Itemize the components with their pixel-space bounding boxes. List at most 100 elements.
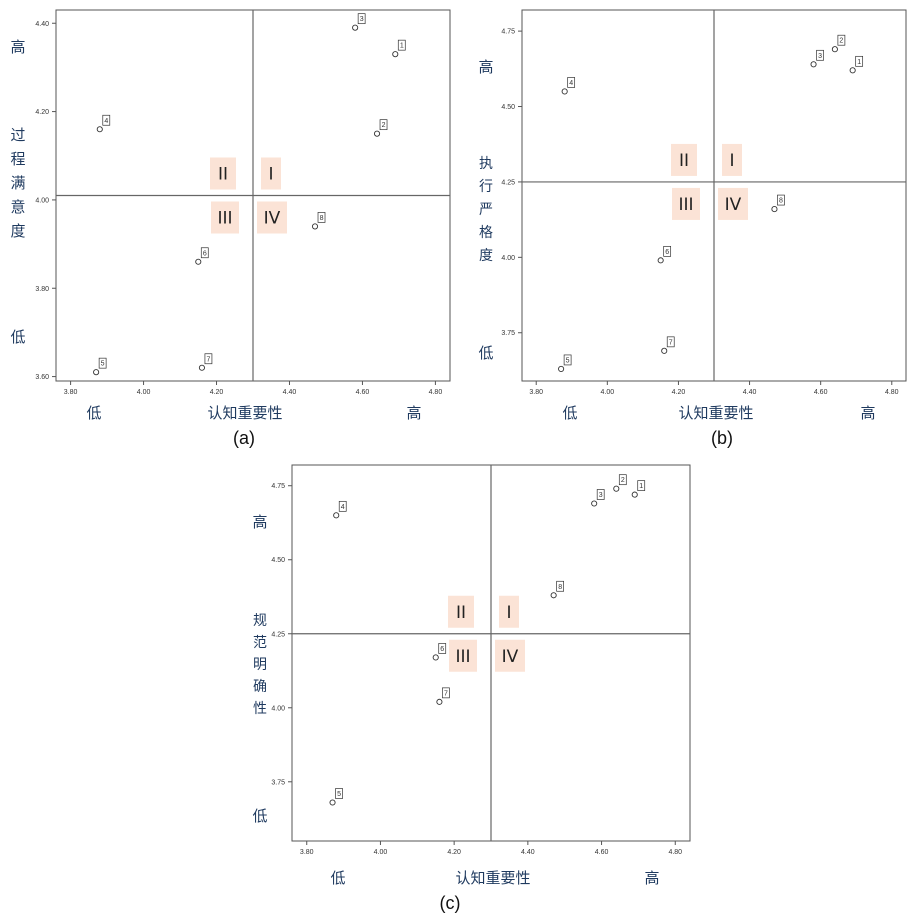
quadrant-4-box bbox=[495, 639, 525, 672]
y-axis-label-char: 规 bbox=[253, 613, 267, 629]
y-axis-label-char: 度 bbox=[479, 248, 493, 264]
quadrant-2-box bbox=[671, 143, 697, 176]
data-point-7 bbox=[661, 347, 668, 354]
point-label-box bbox=[357, 13, 366, 25]
x-tick-label: 4.00 bbox=[601, 389, 615, 396]
point-label-box bbox=[200, 247, 209, 259]
y-axis-label-char: 度 bbox=[10, 222, 25, 240]
x-tick-label: 3.80 bbox=[529, 389, 543, 396]
point-label: 1 bbox=[400, 43, 404, 50]
y-axis-label-char: 范 bbox=[253, 634, 267, 651]
x-axis-label: 认知重要性 bbox=[678, 404, 753, 422]
y-axis-label-char: 满 bbox=[10, 174, 25, 192]
point-label-box bbox=[442, 687, 450, 699]
data-point-7 bbox=[198, 364, 205, 371]
x-tick-label: 4.80 bbox=[885, 389, 899, 396]
quadrant-4-label: IV bbox=[502, 647, 519, 667]
point-label: 3 bbox=[599, 492, 603, 499]
y-tick-label: 4.75 bbox=[501, 29, 515, 36]
point-label: 1 bbox=[639, 483, 643, 490]
point-label-box bbox=[855, 55, 864, 67]
point-label: 4 bbox=[104, 118, 108, 125]
x-high-label: 高 bbox=[644, 869, 659, 887]
point-label: 8 bbox=[320, 215, 324, 222]
point-label-box bbox=[663, 245, 672, 257]
y-tick-label: 3.80 bbox=[35, 286, 49, 293]
y-axis-label-char: 过 bbox=[10, 126, 25, 144]
data-point-4 bbox=[333, 512, 340, 519]
y-axis-label-char: 性 bbox=[253, 701, 267, 717]
panel-a: I II III IV 3.80 4.00 4.20 4.40 4.60 4.80 3.60 3.80… bbox=[0, 0, 460, 455]
data-point-5 bbox=[93, 369, 100, 376]
x-axis-label: 认知重要性 bbox=[207, 404, 282, 422]
y-tick-label: 4.00 bbox=[501, 255, 515, 262]
point-label: 3 bbox=[818, 53, 822, 60]
y-tick-label: 4.40 bbox=[35, 21, 49, 28]
data-point-6 bbox=[195, 258, 202, 265]
data-point-5 bbox=[329, 799, 336, 806]
x-tick-label: 4.60 bbox=[814, 389, 828, 396]
quadrant-2-box bbox=[210, 157, 236, 190]
x-tick-label: 4.20 bbox=[672, 389, 686, 396]
panel-b: I II III IV 3.80 4.00 4.20 4.40 4.60 4.80 3.75 4.00… bbox=[460, 0, 912, 455]
point-label-box bbox=[556, 580, 564, 592]
data-point-4 bbox=[96, 126, 103, 133]
point-label-box bbox=[204, 353, 213, 365]
panel-caption: (c) bbox=[440, 893, 461, 913]
x-high-label: 高 bbox=[860, 404, 875, 422]
x-axis-label: 认知重要性 bbox=[455, 869, 530, 887]
quadrant-3-box bbox=[672, 187, 700, 220]
quadrant-3-label: III bbox=[455, 647, 470, 667]
quadrant-1-label: I bbox=[729, 151, 734, 171]
data-point-2 bbox=[831, 46, 838, 53]
x-tick-label: 4.40 bbox=[283, 389, 297, 396]
x-low-label: 低 bbox=[562, 404, 577, 422]
quadrant-2-box bbox=[448, 595, 474, 628]
point-label: 8 bbox=[779, 198, 783, 205]
point-label: 2 bbox=[839, 38, 843, 45]
y-low-label: 低 bbox=[10, 328, 25, 346]
x-tick-label: 4.80 bbox=[668, 849, 682, 856]
y-axis-label-char: 严 bbox=[479, 202, 493, 218]
quadrant-1-box bbox=[722, 143, 742, 176]
x-low-label: 低 bbox=[86, 404, 101, 422]
quadrant-4-box bbox=[257, 201, 287, 234]
quadrant-2-label: II bbox=[218, 165, 228, 185]
point-label-box bbox=[596, 489, 605, 500]
quadrant-1-box bbox=[499, 595, 519, 628]
y-high-label: 高 bbox=[478, 58, 493, 76]
x-tick-label: 4.60 bbox=[595, 849, 609, 856]
y-tick-label: 4.00 bbox=[271, 705, 285, 712]
point-label-box bbox=[338, 500, 347, 512]
y-tick-label: 4.20 bbox=[35, 109, 49, 116]
data-point-2 bbox=[613, 485, 620, 492]
data-point-2 bbox=[373, 130, 381, 137]
y-axis-label-char: 程 bbox=[10, 150, 25, 168]
x-tick-label: 4.20 bbox=[447, 849, 461, 856]
point-label-box bbox=[335, 788, 343, 799]
x-high-label: 高 bbox=[406, 404, 421, 422]
point-label-box bbox=[563, 354, 572, 366]
quadrant-1-label: I bbox=[268, 165, 273, 185]
y-tick-label: 4.00 bbox=[35, 197, 49, 204]
x-tick-label: 4.00 bbox=[374, 849, 388, 856]
y-axis-label-char: 意 bbox=[10, 198, 25, 216]
quadrant-4-box bbox=[718, 187, 748, 220]
data-point-3 bbox=[810, 61, 817, 68]
data-point-8 bbox=[771, 206, 778, 213]
quadrant-3-box bbox=[211, 201, 239, 234]
quadrant-4-label: IV bbox=[725, 195, 742, 215]
y-tick-label: 4.25 bbox=[271, 631, 285, 638]
point-label: 6 bbox=[203, 250, 207, 257]
point-label: 2 bbox=[621, 477, 625, 484]
y-tick-label: 4.50 bbox=[271, 557, 285, 564]
quadrant-3-label: III bbox=[217, 209, 232, 229]
x-tick-label: 4.80 bbox=[429, 389, 443, 396]
y-high-label: 高 bbox=[252, 513, 267, 531]
quadrant-4-label: IV bbox=[264, 209, 281, 229]
point-label: 7 bbox=[206, 356, 210, 363]
y-axis-label-char: 执 bbox=[479, 156, 493, 172]
point-label: 3 bbox=[360, 16, 364, 23]
point-label: 5 bbox=[101, 361, 105, 368]
